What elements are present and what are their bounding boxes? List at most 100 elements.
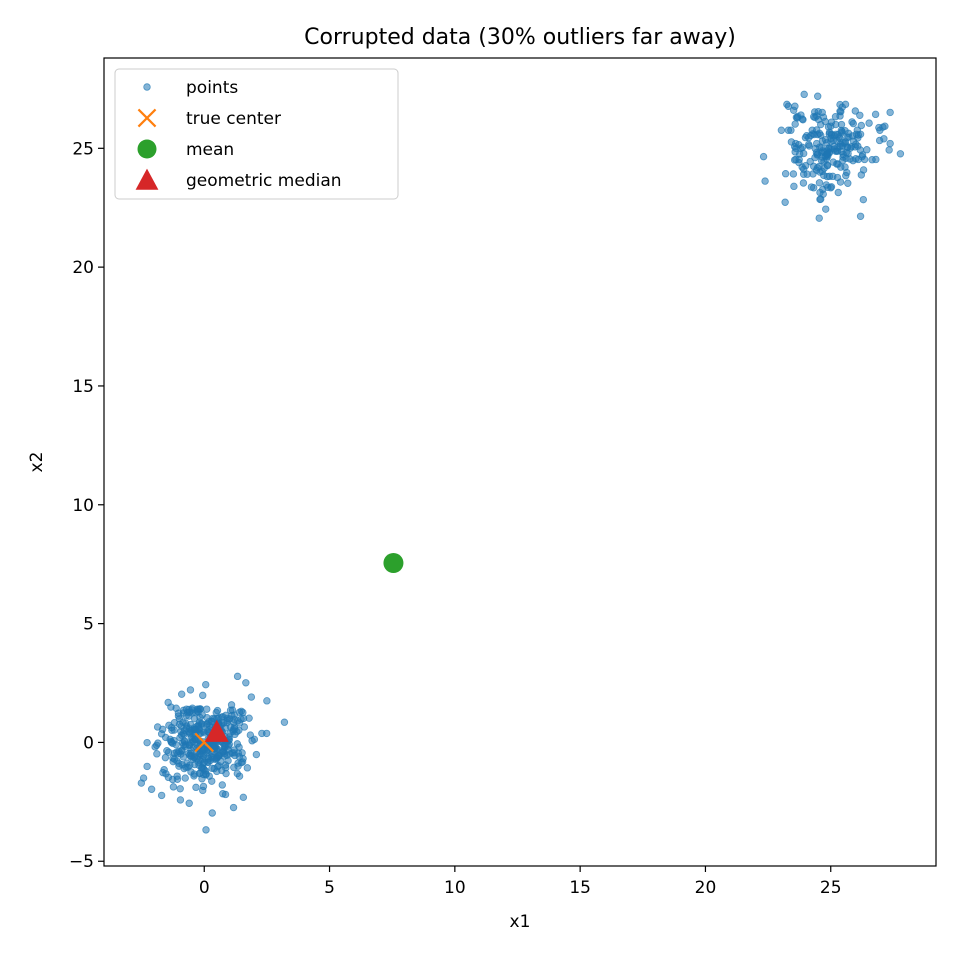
data-point bbox=[814, 92, 822, 100]
data-point bbox=[147, 785, 156, 793]
series-geometric-median bbox=[204, 719, 229, 742]
x-tick-label: 10 bbox=[444, 878, 466, 898]
data-point bbox=[849, 119, 858, 128]
data-point bbox=[844, 129, 853, 138]
data-point bbox=[226, 723, 235, 731]
data-point bbox=[849, 137, 858, 145]
data-point bbox=[202, 680, 210, 689]
data-point bbox=[843, 143, 851, 152]
data-point bbox=[844, 179, 852, 187]
data-point bbox=[829, 136, 837, 145]
data-point bbox=[886, 108, 894, 117]
data-point bbox=[180, 726, 189, 735]
x-tick-label: 5 bbox=[324, 878, 335, 898]
data-point bbox=[221, 790, 230, 799]
data-point bbox=[175, 720, 184, 729]
data-point bbox=[795, 150, 804, 158]
data-point bbox=[820, 171, 828, 180]
x-axis: 0 5 10 15 20 25 bbox=[199, 866, 842, 898]
data-point bbox=[182, 705, 191, 713]
data-point bbox=[885, 146, 893, 154]
data-point bbox=[168, 726, 176, 735]
y-tick-label: 15 bbox=[72, 377, 94, 397]
y-tick-label: 10 bbox=[72, 496, 94, 516]
data-point bbox=[208, 777, 216, 785]
data-point bbox=[836, 112, 844, 120]
data-point bbox=[807, 183, 816, 191]
data-point bbox=[856, 212, 865, 220]
data-point bbox=[817, 131, 825, 139]
data-point bbox=[143, 762, 151, 771]
data-point bbox=[222, 740, 230, 749]
data-point bbox=[209, 741, 218, 750]
data-point bbox=[217, 757, 225, 766]
data-point bbox=[777, 126, 786, 134]
data-point bbox=[804, 133, 813, 142]
data-point bbox=[245, 714, 253, 722]
data-point bbox=[246, 731, 255, 739]
data-point bbox=[258, 729, 266, 738]
data-point bbox=[824, 123, 833, 131]
data-point bbox=[859, 166, 868, 174]
data-point bbox=[851, 107, 860, 115]
data-point bbox=[761, 177, 769, 185]
data-point bbox=[195, 761, 203, 769]
x-tick-label: 0 bbox=[199, 878, 210, 898]
data-point bbox=[161, 753, 170, 762]
data-point bbox=[195, 724, 203, 733]
data-point bbox=[240, 723, 249, 731]
data-point bbox=[836, 142, 844, 151]
data-point bbox=[199, 691, 207, 700]
data-point bbox=[817, 195, 825, 203]
data-point bbox=[190, 772, 198, 780]
data-point bbox=[212, 708, 220, 717]
data-point bbox=[799, 179, 808, 187]
data-point bbox=[815, 214, 823, 222]
data-point bbox=[185, 799, 193, 807]
data-point bbox=[876, 126, 884, 134]
data-point bbox=[854, 142, 862, 150]
data-point bbox=[233, 672, 242, 681]
x-tick-label: 20 bbox=[695, 878, 717, 898]
data-point bbox=[153, 750, 161, 758]
data-point bbox=[164, 698, 172, 707]
data-point bbox=[825, 130, 833, 138]
data-point bbox=[230, 711, 239, 719]
legend-item: points bbox=[143, 78, 238, 98]
legend-marker-points bbox=[143, 83, 151, 91]
data-point bbox=[803, 170, 811, 178]
data-point bbox=[896, 150, 905, 158]
data-point bbox=[798, 115, 807, 123]
data-point bbox=[823, 139, 831, 147]
data-point bbox=[252, 750, 261, 759]
data-point bbox=[865, 119, 873, 127]
y-tick-label: 5 bbox=[83, 615, 94, 635]
legend-item: mean bbox=[137, 139, 234, 160]
data-point bbox=[230, 749, 238, 757]
data-point bbox=[805, 142, 813, 150]
data-point bbox=[759, 152, 768, 161]
data-point bbox=[815, 179, 824, 187]
data-point bbox=[860, 155, 869, 164]
data-point bbox=[832, 120, 840, 129]
data-point bbox=[880, 135, 888, 143]
data-point bbox=[784, 102, 793, 110]
data-point bbox=[180, 737, 189, 745]
data-point bbox=[871, 110, 880, 119]
data-point bbox=[790, 182, 798, 191]
data-point bbox=[163, 747, 171, 755]
data-point bbox=[178, 761, 186, 769]
y-axis: −5 0 5 10 15 20 25 bbox=[69, 139, 104, 872]
y-tick-label: 20 bbox=[72, 258, 94, 278]
data-point bbox=[153, 723, 162, 731]
data-point bbox=[239, 708, 247, 717]
data-point bbox=[210, 764, 218, 773]
legend-marker-true-center bbox=[137, 108, 157, 128]
data-point bbox=[205, 721, 214, 730]
chart-title: Corrupted data (30% outliers far away) bbox=[304, 25, 736, 50]
y-axis-label: x2 bbox=[27, 452, 47, 473]
data-point bbox=[819, 185, 827, 194]
data-point bbox=[235, 752, 244, 761]
data-point bbox=[810, 130, 818, 139]
